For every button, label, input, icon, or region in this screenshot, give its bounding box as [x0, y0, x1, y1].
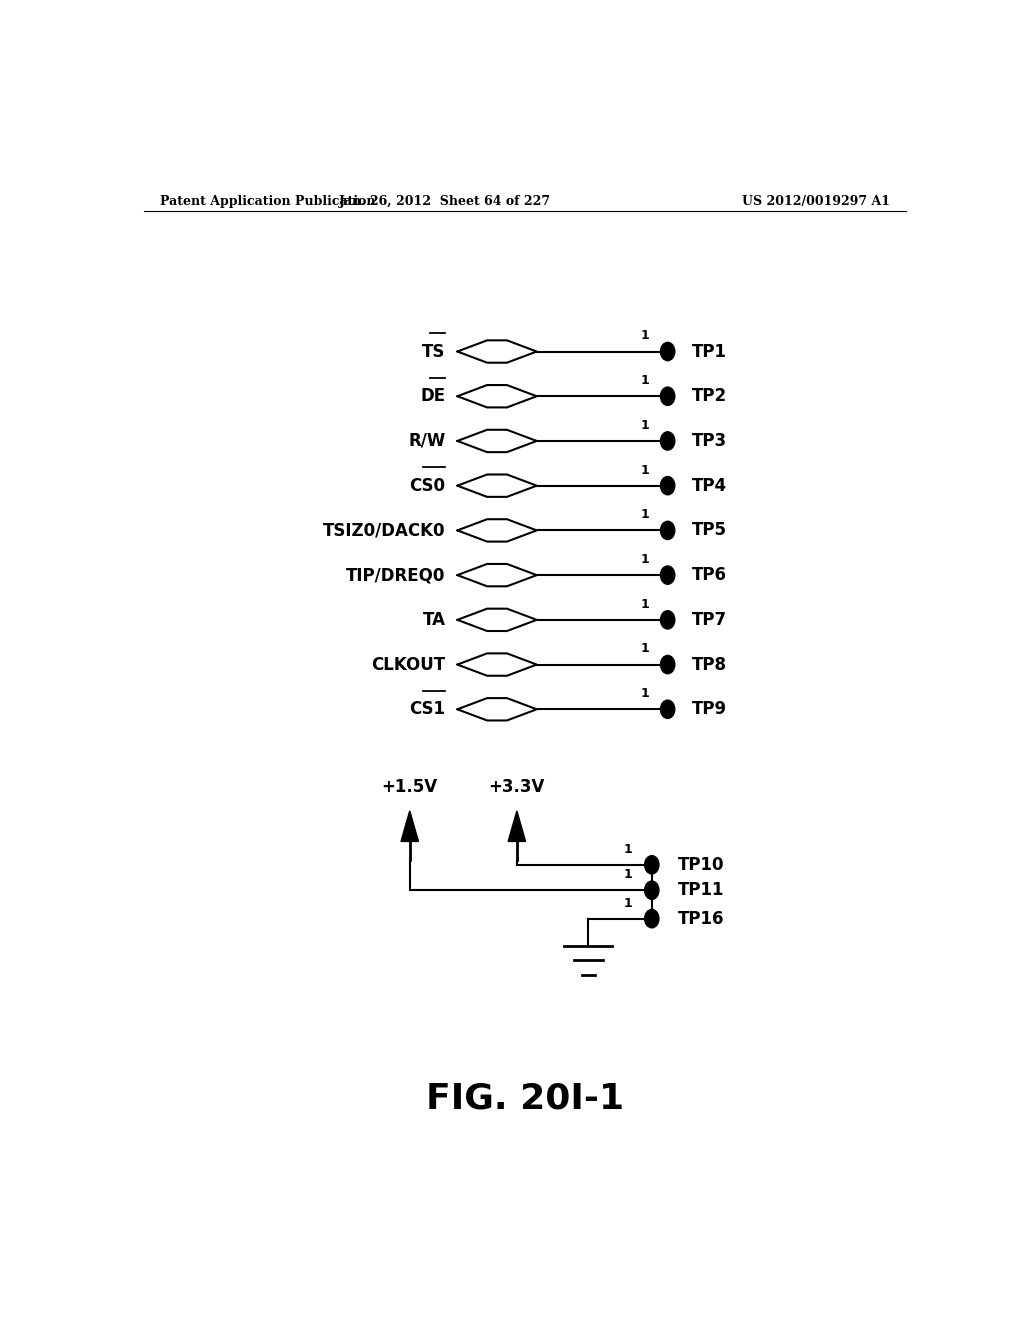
Circle shape	[660, 700, 675, 718]
Circle shape	[660, 521, 675, 540]
Text: TP10: TP10	[678, 855, 724, 874]
Text: 1: 1	[624, 842, 633, 855]
Text: TP4: TP4	[691, 477, 727, 495]
Text: TS: TS	[422, 342, 445, 360]
Text: TP5: TP5	[691, 521, 726, 540]
Text: 1: 1	[641, 643, 650, 656]
Text: 1: 1	[641, 418, 650, 432]
Circle shape	[660, 477, 675, 495]
Text: CS0: CS0	[410, 477, 445, 495]
Circle shape	[660, 432, 675, 450]
Text: 1: 1	[641, 463, 650, 477]
Text: TP7: TP7	[691, 611, 727, 628]
Text: 1: 1	[641, 508, 650, 521]
Text: 1: 1	[624, 896, 633, 909]
Circle shape	[660, 342, 675, 360]
Text: +1.5V: +1.5V	[382, 777, 438, 796]
Polygon shape	[508, 810, 525, 841]
Text: 1: 1	[641, 688, 650, 700]
Text: DE: DE	[420, 387, 445, 405]
Text: CS1: CS1	[410, 701, 445, 718]
Text: +3.3V: +3.3V	[488, 777, 545, 796]
Text: 1: 1	[641, 598, 650, 611]
Circle shape	[660, 611, 675, 630]
Text: TP8: TP8	[691, 656, 726, 673]
Text: Patent Application Publication: Patent Application Publication	[160, 194, 375, 207]
Text: US 2012/0019297 A1: US 2012/0019297 A1	[741, 194, 890, 207]
Text: TP1: TP1	[691, 342, 726, 360]
Text: TA: TA	[423, 611, 445, 628]
Text: TP6: TP6	[691, 566, 726, 585]
Text: Jan. 26, 2012  Sheet 64 of 227: Jan. 26, 2012 Sheet 64 of 227	[339, 194, 552, 207]
Text: TP9: TP9	[691, 701, 727, 718]
Text: TSIZ0/DACK0: TSIZ0/DACK0	[323, 521, 445, 540]
Text: TIP/DREQ0: TIP/DREQ0	[346, 566, 445, 585]
Text: R/W: R/W	[409, 432, 445, 450]
Circle shape	[645, 909, 658, 928]
Text: CLKOUT: CLKOUT	[372, 656, 445, 673]
Polygon shape	[401, 810, 419, 841]
Circle shape	[660, 566, 675, 585]
Text: TP16: TP16	[678, 909, 724, 928]
Circle shape	[660, 387, 675, 405]
Text: 1: 1	[624, 869, 633, 880]
Circle shape	[645, 880, 658, 899]
Text: TP2: TP2	[691, 387, 727, 405]
Text: FIG. 20I-1: FIG. 20I-1	[426, 1081, 624, 1115]
Text: 1: 1	[641, 374, 650, 387]
Text: 1: 1	[641, 553, 650, 566]
Circle shape	[660, 656, 675, 673]
Text: 1: 1	[641, 330, 650, 342]
Circle shape	[645, 855, 658, 874]
Text: TP11: TP11	[678, 882, 724, 899]
Text: TP3: TP3	[691, 432, 727, 450]
